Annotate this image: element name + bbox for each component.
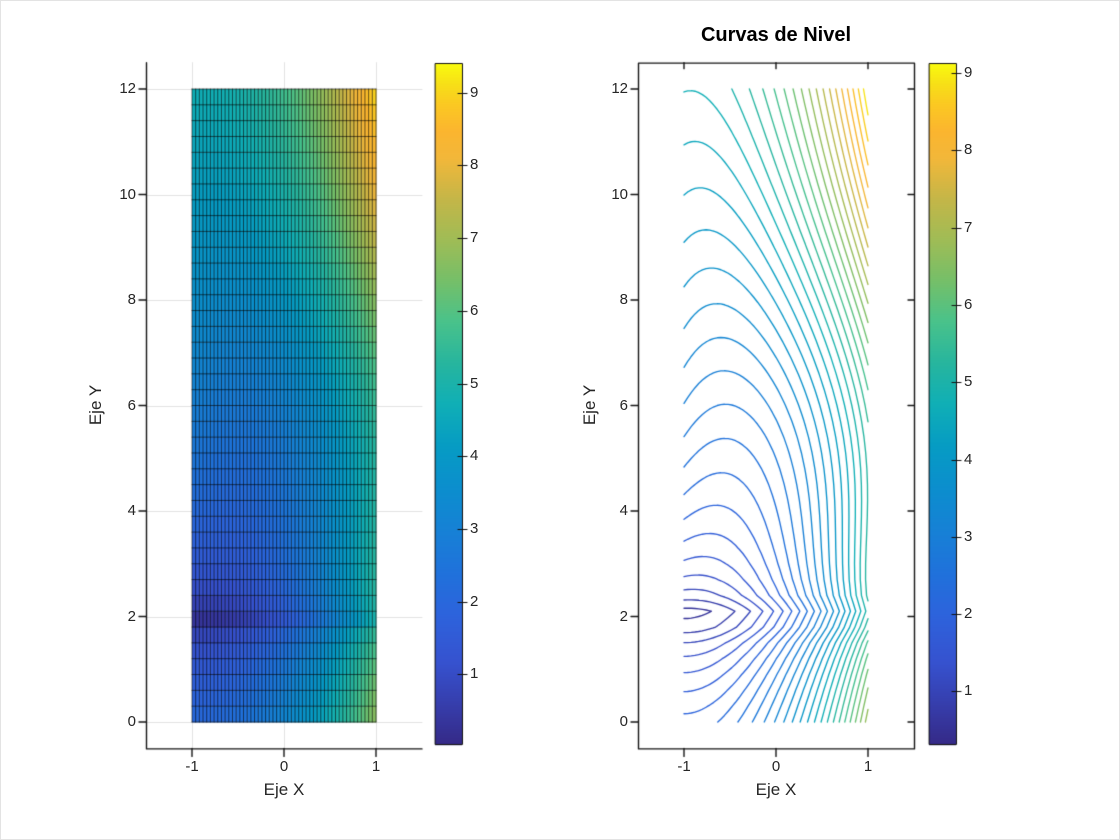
right-y-tick-label: 2 bbox=[619, 607, 628, 625]
left-y-tick-label: 2 bbox=[127, 607, 136, 625]
right-y-tick-label: 10 bbox=[611, 185, 628, 203]
left-colorbar-tick-label: 8 bbox=[470, 156, 479, 174]
left-colorbar-tick-label: 4 bbox=[470, 447, 479, 465]
right-xaxis-label: Eje X bbox=[755, 780, 797, 799]
left-y-tick-label: 8 bbox=[127, 291, 136, 308]
right-y-tick-label: 4 bbox=[619, 502, 628, 519]
right-colorbar-tick-label: 7 bbox=[964, 218, 973, 236]
left-xaxis-label: Eje X bbox=[263, 780, 305, 799]
right-colorbar-tick-label: 1 bbox=[964, 682, 973, 700]
left-colorbar-tick-label: 6 bbox=[470, 301, 479, 319]
page-title: Curvas de Nivel bbox=[700, 24, 852, 46]
right-colorbar-tick-label: 8 bbox=[964, 141, 973, 159]
left-y-tick-label: 12 bbox=[119, 80, 136, 97]
right-y-tick-label: 8 bbox=[619, 291, 628, 308]
right-y-tick-label: 6 bbox=[619, 396, 628, 414]
left-x-tick-label: 0 bbox=[279, 758, 289, 775]
left-colorbar-tick-label: 3 bbox=[470, 519, 479, 537]
right-colorbar-tick-label: 6 bbox=[964, 295, 973, 313]
right-x-tick-label: -1 bbox=[677, 758, 691, 775]
left-x-tick-label: -1 bbox=[185, 758, 199, 775]
left-colorbar-tick-label: 2 bbox=[470, 592, 479, 610]
right-colorbar-tick-label: 5 bbox=[964, 373, 973, 391]
right-y-tick-label: 12 bbox=[611, 80, 628, 97]
right-x-tick-label: 0 bbox=[771, 758, 781, 775]
left-x-tick-label: 1 bbox=[371, 758, 381, 775]
left-colorbar-tick-label: 1 bbox=[470, 665, 479, 683]
left-colorbar-tick-label: 9 bbox=[470, 83, 479, 101]
left-colorbar-tick-label: 7 bbox=[470, 229, 479, 247]
left-y-tick-label: 10 bbox=[119, 185, 136, 203]
left-y-tick-label: 6 bbox=[127, 396, 136, 414]
left-y-tick-label: 4 bbox=[127, 502, 136, 519]
right-colorbar-tick-label: 4 bbox=[964, 450, 973, 468]
right-y-tick-label: 0 bbox=[619, 713, 628, 730]
right-x-tick-label: 1 bbox=[863, 758, 873, 775]
left-y-tick-label: 0 bbox=[127, 713, 136, 730]
left-colorbar-tick-label: 5 bbox=[470, 374, 479, 392]
right-colorbar-tick-label: 2 bbox=[964, 605, 973, 623]
right-colorbar-tick-label: 9 bbox=[964, 64, 973, 82]
right-colorbar-tick-label: 3 bbox=[964, 527, 973, 545]
